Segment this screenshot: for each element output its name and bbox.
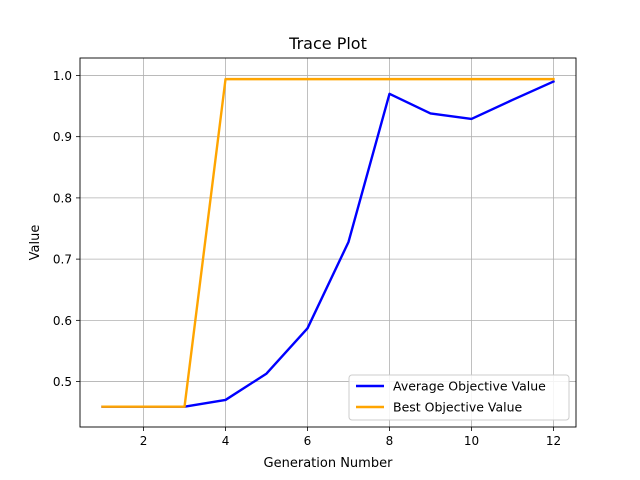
- y-tick-label: 0.6: [53, 314, 72, 328]
- plot-area-frame: [79, 57, 577, 428]
- series-line-average-objective-value: [101, 79, 556, 408]
- y-axis-label: Value: [28, 225, 43, 261]
- legend-box: [348, 374, 570, 421]
- legend: Average Objective Value Best Objective V…: [348, 374, 570, 421]
- series-layer: [101, 77, 556, 408]
- y-tick-label: 1.0: [53, 69, 72, 83]
- y-tick-label: 0.7: [53, 253, 72, 267]
- x-tick-label: 10: [464, 434, 479, 448]
- x-tick-label: 2: [140, 434, 148, 448]
- x-tick-label: 4: [222, 434, 230, 448]
- y-tick-label: 0.9: [53, 130, 72, 144]
- legend-label-best-objective-value: Best Objective Value: [393, 400, 523, 415]
- series-line-best-objective-value: [101, 77, 555, 408]
- x-axis-label: Generation Number: [264, 456, 394, 471]
- y-tick-label: 0.8: [53, 191, 72, 205]
- y-tick-label: 0.5: [53, 375, 72, 389]
- chart-title: Trace Plot: [288, 34, 367, 53]
- tick-layer: 2 4 6 8 10 12 0.5 0.6 0.7 0.8 0.9 1.0: [53, 69, 561, 448]
- x-tick-label: 12: [546, 434, 561, 448]
- x-tick-label: 6: [304, 434, 312, 448]
- x-tick-label: 8: [386, 434, 394, 448]
- legend-label-average-objective-value: Average Objective Value: [393, 379, 546, 394]
- grid-layer: [80, 58, 576, 427]
